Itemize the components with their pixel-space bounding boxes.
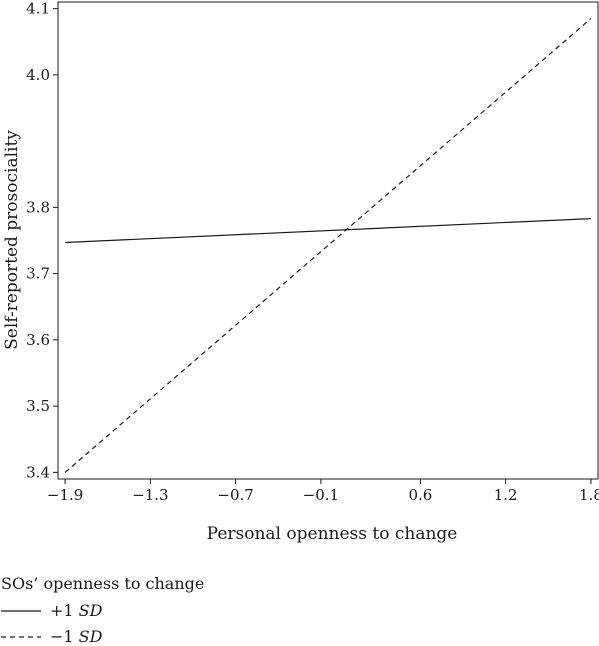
x-tick-label: 1.8	[579, 486, 599, 504]
series-line-minus-1sd	[64, 18, 592, 473]
x-axis-ticks: −1.9 −1.3 −0.7 −0.1 0.6 1.2 1.8	[47, 479, 599, 504]
legend-label-plus-1sd: +1 SD	[50, 601, 103, 620]
x-tick-label: −0.7	[217, 486, 253, 504]
y-axis-label: Self-reported prosociality	[2, 130, 22, 350]
y-tick-label: 3.7	[26, 265, 50, 283]
y-tick-label: 3.5	[26, 397, 50, 415]
y-tick-label: 3.8	[26, 198, 50, 216]
x-tick-label: 0.6	[408, 486, 432, 504]
y-tick-label: 3.4	[26, 463, 50, 481]
plot-frame	[57, 1, 599, 480]
legend-label-plus-prefix: +1	[50, 601, 79, 620]
series-line-plus-1sd	[65, 218, 591, 244]
x-tick-label: −1.9	[47, 486, 83, 504]
series-lines	[64, 18, 592, 473]
y-tick-label: 4.1	[26, 0, 50, 18]
x-axis-label: Personal openness to change	[207, 524, 458, 544]
legend-label-minus-sd: SD	[79, 627, 103, 646]
legend-label-minus-prefix: −1	[50, 627, 79, 646]
x-tick-label: 1.2	[494, 486, 518, 504]
legend-label-minus-1sd: −1 SD	[50, 627, 103, 646]
y-tick-label: 4.0	[26, 66, 50, 84]
x-tick-label: −1.3	[132, 486, 168, 504]
y-axis-ticks: 3.4 3.5 3.6 3.7 3.8 4.0 4.1	[26, 0, 58, 481]
y-tick-label: 3.6	[26, 331, 50, 349]
x-tick-label: −0.1	[303, 486, 339, 504]
legend-label-plus-sd: SD	[79, 601, 103, 620]
legend-title: SOs’ openness to change	[1, 574, 204, 593]
legend: SOs’ openness to change +1 SD −1 SD	[1, 574, 204, 646]
